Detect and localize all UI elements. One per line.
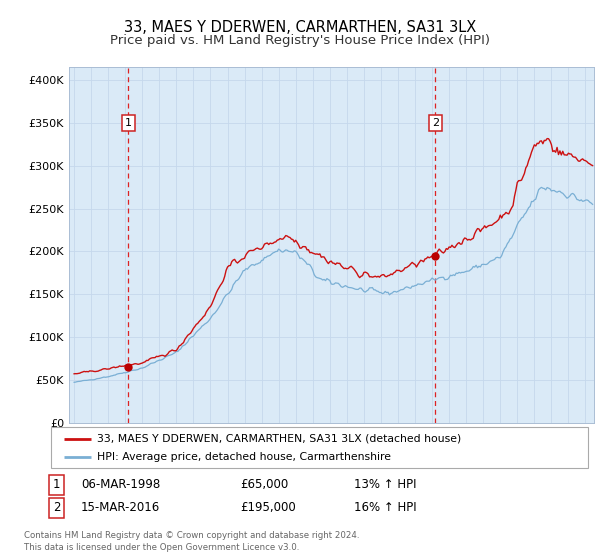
Text: 33, MAES Y DDERWEN, CARMARTHEN, SA31 3LX (detached house): 33, MAES Y DDERWEN, CARMARTHEN, SA31 3LX… [97, 433, 461, 444]
Text: 33, MAES Y DDERWEN, CARMARTHEN, SA31 3LX: 33, MAES Y DDERWEN, CARMARTHEN, SA31 3LX [124, 20, 476, 35]
Text: £65,000: £65,000 [240, 478, 288, 492]
Text: 13% ↑ HPI: 13% ↑ HPI [354, 478, 416, 492]
Text: 06-MAR-1998: 06-MAR-1998 [81, 478, 160, 492]
Text: 1: 1 [53, 478, 60, 492]
Text: Contains HM Land Registry data © Crown copyright and database right 2024.: Contains HM Land Registry data © Crown c… [24, 531, 359, 540]
Text: 2: 2 [53, 501, 60, 515]
Text: This data is licensed under the Open Government Licence v3.0.: This data is licensed under the Open Gov… [24, 543, 299, 552]
Text: 16% ↑ HPI: 16% ↑ HPI [354, 501, 416, 515]
Text: £195,000: £195,000 [240, 501, 296, 515]
Text: 2: 2 [432, 118, 439, 128]
Text: Price paid vs. HM Land Registry's House Price Index (HPI): Price paid vs. HM Land Registry's House … [110, 34, 490, 46]
FancyBboxPatch shape [51, 427, 588, 468]
Text: 15-MAR-2016: 15-MAR-2016 [81, 501, 160, 515]
Text: 1: 1 [125, 118, 132, 128]
Text: HPI: Average price, detached house, Carmarthenshire: HPI: Average price, detached house, Carm… [97, 452, 391, 462]
